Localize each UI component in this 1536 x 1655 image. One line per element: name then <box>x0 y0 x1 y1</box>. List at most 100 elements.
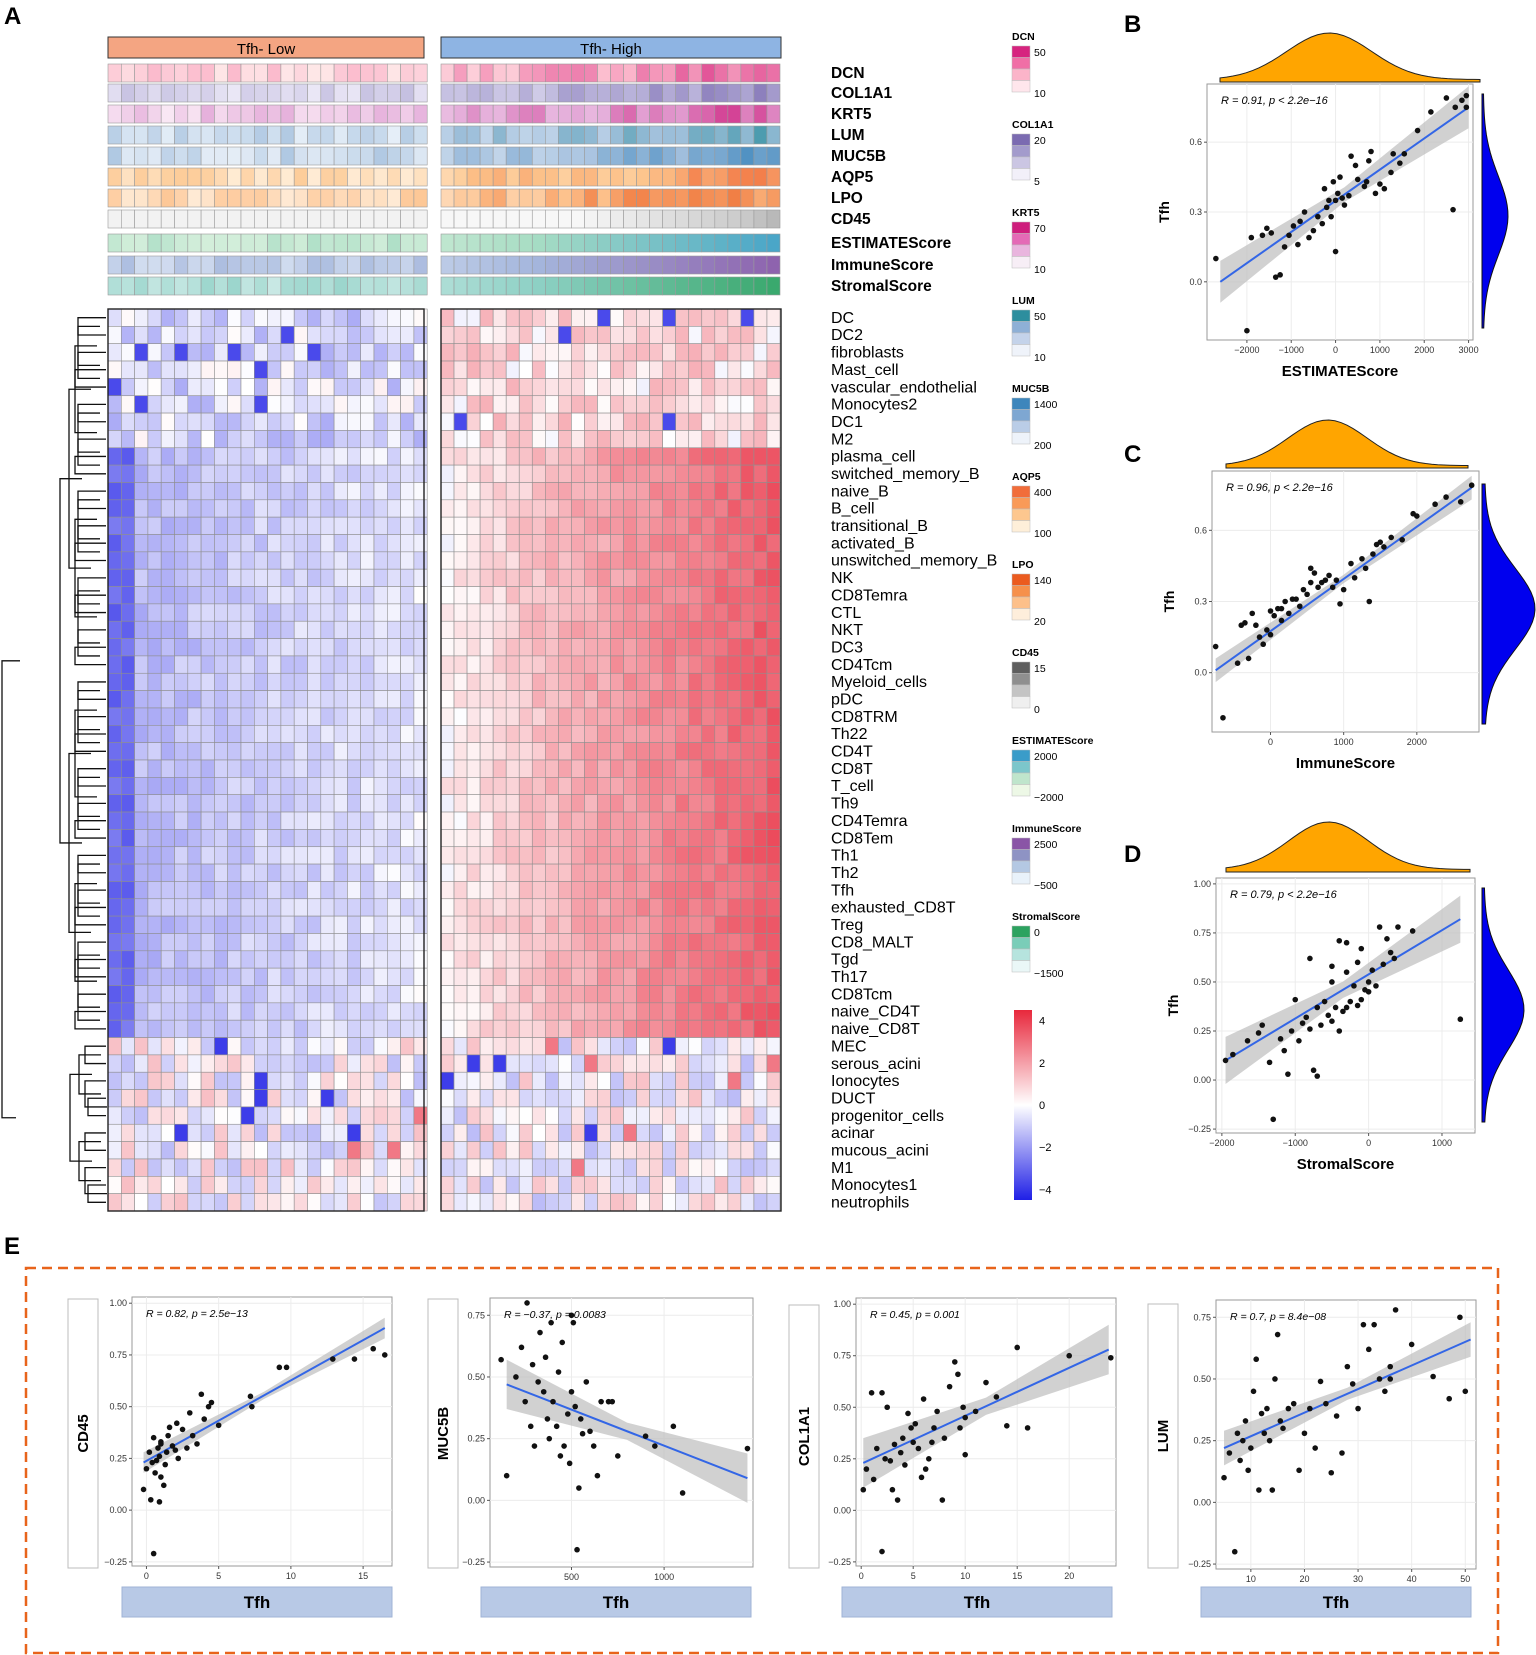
heatmap-cell <box>440 1071 455 1090</box>
heatmap-cell <box>333 1002 348 1021</box>
legend-low-label: 100 <box>1034 528 1052 540</box>
heatmap-cell <box>121 725 135 743</box>
heatmap-cell <box>333 603 348 622</box>
heatmap-cell <box>753 690 768 709</box>
heatmap-row-tgd <box>107 950 781 969</box>
heatmap-cell <box>662 1054 676 1073</box>
heatmap-cell <box>373 1019 388 1038</box>
heatmap-cell <box>466 655 481 674</box>
annotation-cell <box>293 63 308 83</box>
legend-swatch <box>1011 784 1031 797</box>
heatmap-cell <box>373 777 388 795</box>
heatmap-cell <box>584 343 598 362</box>
heatmap-cell <box>386 343 401 362</box>
heatmap-cell <box>214 1002 228 1021</box>
heatmap-row-monocytes2 <box>107 395 781 414</box>
heatmap-cell <box>227 430 242 449</box>
heatmap-cell <box>254 1193 268 1212</box>
annotation-label: KRT5 <box>831 106 872 123</box>
heatmap-cell <box>545 1019 559 1038</box>
heatmap-cell <box>571 829 585 848</box>
heatmap-cell <box>333 1106 348 1125</box>
heatmap-cell <box>187 655 202 674</box>
heatmap-cell <box>479 1123 494 1142</box>
heatmap-cell <box>558 447 572 466</box>
data-point <box>555 1369 562 1375</box>
heatmap-cell <box>174 863 189 882</box>
heatmap-cell <box>214 551 228 570</box>
heatmap-cell <box>571 1002 585 1021</box>
heatmap-cell <box>347 985 361 1004</box>
heatmap-cell <box>662 794 676 813</box>
heatmap-cell <box>701 1054 716 1073</box>
heatmap-cell <box>701 568 716 587</box>
heatmap-cell <box>347 551 361 570</box>
heatmap-cell <box>518 482 533 501</box>
annotation-cell <box>636 209 650 229</box>
legend-swatch <box>1011 133 1031 146</box>
heatmap-cell <box>254 811 268 830</box>
heatmap-cell <box>558 482 572 501</box>
heatmap-cell <box>440 1123 455 1142</box>
y-tick-label: 1.00 <box>1193 879 1211 889</box>
heatmap-cell <box>200 967 215 986</box>
heatmap-cell <box>636 811 650 830</box>
heatmap-cell <box>280 1002 295 1021</box>
heatmap-cell <box>386 603 401 622</box>
heatmap-cell <box>160 412 175 431</box>
heatmap-cell <box>636 482 650 501</box>
heatmap-cell <box>200 1176 215 1194</box>
heatmap-cell <box>766 933 781 952</box>
heatmap-row-mucous_acini <box>107 1141 781 1160</box>
heatmap-cell <box>333 308 348 327</box>
annotation-cell <box>597 255 611 275</box>
heatmap-cell <box>453 551 468 570</box>
data-point <box>1307 1026 1313 1032</box>
heatmap-cell <box>675 1176 690 1194</box>
cell-type-label: MEC <box>831 1038 867 1055</box>
annotation-cell <box>240 63 255 83</box>
heatmap-cell <box>267 1071 282 1090</box>
heatmap-cell <box>240 898 255 917</box>
data-point <box>381 1352 388 1358</box>
heatmap-cell <box>307 759 322 778</box>
annotation-cell <box>571 255 585 275</box>
heatmap-cell <box>333 360 348 379</box>
legend-low-label: 0 <box>1034 704 1040 716</box>
heatmap-cell <box>107 534 122 553</box>
heatmap-cell <box>740 1141 755 1160</box>
legend-swatch <box>1011 485 1031 498</box>
heatmap-cell <box>649 326 663 344</box>
heatmap-cell <box>727 482 742 501</box>
heatmap-cell <box>688 1106 703 1125</box>
heatmap-cell <box>121 586 135 605</box>
heatmap-cell <box>649 378 663 397</box>
heatmap-cell <box>518 794 533 813</box>
panel-label-b: B <box>1124 11 1141 38</box>
heatmap-cell <box>518 326 533 344</box>
heatmap-cell <box>386 534 401 553</box>
heatmap-cell <box>440 1037 455 1056</box>
heatmap-cell <box>267 829 282 848</box>
heatmap-cell <box>160 655 175 674</box>
annotation-cell <box>662 63 676 83</box>
heatmap-cell <box>753 516 768 535</box>
annotation-cell <box>134 83 149 103</box>
data-point <box>897 1449 904 1456</box>
heatmap-cell <box>740 586 755 605</box>
data-point <box>1245 655 1252 662</box>
heatmap-cell <box>200 950 215 969</box>
data-point <box>574 1546 580 1553</box>
heatmap-cell <box>107 586 122 605</box>
heatmap-cell <box>386 898 401 917</box>
heatmap-cell <box>174 1106 189 1125</box>
heatmap-cell <box>479 967 494 986</box>
heatmap-cell <box>714 447 729 466</box>
heatmap-cell <box>333 915 348 934</box>
heatmap-cell <box>386 1176 401 1194</box>
heatmap-cell <box>400 551 415 570</box>
heatmap-cell <box>187 1071 202 1090</box>
heatmap-cell <box>187 985 202 1004</box>
annotation-cell <box>453 167 468 187</box>
heatmap-cell <box>307 1037 322 1056</box>
